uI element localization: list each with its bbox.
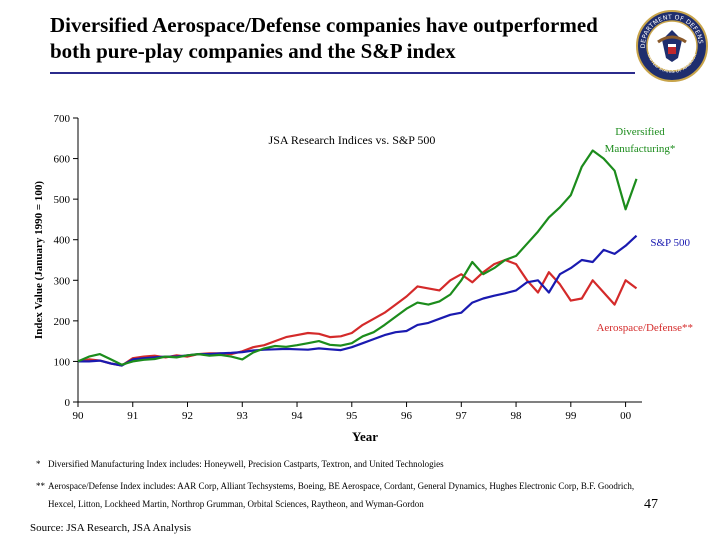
label-sp-500: S&P 500 [650, 237, 690, 249]
series-line-diversified-manufacturing [77, 149, 638, 366]
label-aerospace-defense: Aerospace/Defense** [596, 322, 693, 334]
chart-series [77, 149, 638, 367]
y-tick-label: 0 [65, 397, 71, 409]
chart-axes: 0 100 200 300 400 500 600 700 90 91 92 93 94 95 96 97 98… [54, 113, 642, 422]
series-line-aerospace-defense [77, 258, 638, 367]
label-diversified-manufacturing: Diversified Manufacturing* [605, 126, 676, 155]
title-divider [50, 72, 635, 74]
y-tick-label: 200 [54, 316, 71, 328]
slide-title-line-1: Diversified Aerospace/Defense companies … [50, 13, 598, 37]
x-tick-label: 98 [511, 410, 523, 422]
department-of-defense-seal-logo: DEPARTMENT OF DEFENSE UNITED STATES OF A… [636, 10, 708, 82]
x-tick-label: 93 [237, 410, 249, 422]
y-tick-label: 500 [54, 194, 71, 206]
y-tick-label: 600 [54, 154, 71, 166]
y-tick-label: 300 [54, 275, 71, 287]
x-tick-label: 97 [456, 410, 468, 422]
x-tick-label: 00 [620, 410, 632, 422]
y-tick-label: 400 [54, 235, 71, 247]
source-note: Source: JSA Research, JSA Analysis [30, 522, 192, 534]
y-tick-label: 700 [54, 113, 71, 125]
y-tick-label: 100 [54, 356, 71, 368]
footnote-1: Diversified Manufacturing Index includes… [48, 459, 444, 469]
slide-title-line-2: both pure-play companies and the S&P ind… [50, 39, 456, 63]
x-tick-label: 99 [565, 410, 577, 422]
footnote-1-marker: * [36, 459, 41, 469]
x-tick-label: 95 [346, 410, 358, 422]
x-tick-label: 91 [127, 410, 138, 422]
footnote-2-marker: ** [36, 481, 45, 491]
x-tick-label: 92 [182, 410, 193, 422]
x-tick-label: 94 [292, 410, 304, 422]
x-tick-label: 96 [401, 410, 413, 422]
slide-title: Diversified Aerospace/Defense companies … [50, 12, 610, 64]
page-number: 47 [644, 497, 658, 512]
x-axis-title: Year [352, 429, 378, 444]
x-tick-label: 90 [73, 410, 85, 422]
footnote-2-line-2: Hexcel, Litton, Lockheed Martin, Northro… [48, 499, 424, 509]
chart-labels: Year Index Value (January 1990 = 100) JSA … [33, 126, 693, 444]
series-line-s-p-500 [78, 234, 638, 367]
footnote-2-line-1: Aerospace/Defense Index includes: AAR Co… [48, 481, 635, 491]
chart-title: JSA Research Indices vs. S&P 500 [269, 133, 436, 147]
y-axis-title: Index Value (January 1990 = 100) [33, 181, 45, 339]
